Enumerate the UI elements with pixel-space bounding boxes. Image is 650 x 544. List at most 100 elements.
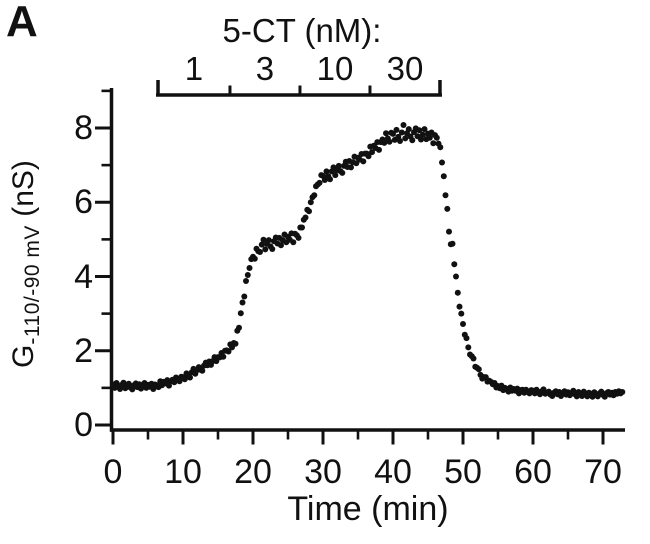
data-point	[265, 237, 272, 244]
data-point	[376, 146, 382, 153]
data-point	[237, 310, 244, 317]
x-tick-label: 0	[103, 453, 123, 491]
data-point	[393, 126, 400, 133]
data-point	[433, 134, 440, 141]
data-point	[339, 169, 346, 176]
x-tick-label: 30	[304, 453, 342, 491]
data-point	[386, 138, 393, 145]
data-point	[323, 168, 330, 175]
y-tick-label: 6	[74, 183, 93, 222]
data-point	[220, 353, 227, 360]
data-point	[262, 246, 269, 253]
y-axis-title: G-110/-90 mV (nS)	[7, 160, 44, 368]
data-point	[335, 162, 342, 169]
data-point	[416, 127, 423, 134]
data-point	[306, 208, 312, 215]
y-tick-label: 2	[74, 331, 93, 370]
dose-segment-label: 10	[316, 50, 354, 87]
x-axis-title: Time (min)	[287, 490, 449, 528]
dose-segment-label: 1	[184, 50, 204, 87]
data-point	[402, 135, 409, 142]
data-point	[299, 224, 305, 231]
data-point	[369, 149, 375, 156]
data-point	[360, 158, 367, 165]
data-point	[442, 192, 449, 199]
data-point	[460, 321, 466, 327]
data-point	[426, 134, 433, 141]
data-point	[465, 344, 472, 351]
data-point	[458, 310, 465, 317]
data-point	[475, 366, 482, 373]
data-point	[187, 374, 193, 381]
data-point	[440, 173, 447, 180]
data-point	[244, 272, 251, 278]
data-point	[243, 278, 249, 284]
data-point	[430, 140, 437, 147]
data-point	[444, 205, 451, 212]
data-point	[381, 139, 388, 146]
data-point	[290, 239, 297, 246]
data-point	[446, 228, 452, 235]
y-axis-title-symbol: G	[7, 344, 40, 368]
data-point	[383, 130, 389, 137]
data-point	[316, 179, 323, 186]
panel-label: A	[6, 0, 38, 46]
data-point	[619, 389, 626, 395]
x-tick-label: 20	[234, 453, 272, 491]
data-point	[260, 236, 267, 243]
data-point	[307, 199, 314, 206]
data-point	[257, 249, 263, 255]
data-point	[454, 289, 461, 296]
data-point	[251, 255, 258, 262]
data-point	[463, 335, 470, 342]
data-point	[302, 214, 309, 221]
y-axis-title-units: (nS)	[7, 160, 40, 217]
data-point	[365, 153, 372, 160]
data-point	[332, 172, 339, 179]
data-point	[400, 122, 407, 128]
data-point	[437, 144, 444, 151]
y-tick-label: 8	[74, 109, 93, 147]
x-tick-label: 50	[444, 453, 482, 491]
data-point	[269, 246, 276, 252]
data-point	[232, 340, 239, 347]
data-point	[390, 130, 396, 137]
data-point	[421, 126, 428, 133]
data-point	[418, 136, 424, 143]
data-point	[258, 241, 265, 248]
data-point	[241, 293, 248, 300]
dose-segment-label: 30	[386, 50, 424, 87]
x-tick-label: 40	[374, 453, 412, 491]
data-point	[236, 324, 242, 331]
data-point	[295, 234, 302, 241]
data-point	[419, 131, 426, 138]
data-point	[199, 367, 206, 374]
data-point	[176, 378, 183, 385]
x-tick-label: 70	[584, 453, 622, 491]
data-point	[470, 355, 477, 362]
data-point	[453, 273, 459, 280]
data-point	[348, 164, 354, 171]
data-point	[451, 261, 458, 268]
data-point	[225, 348, 232, 355]
data-point	[246, 265, 253, 271]
data-point	[278, 242, 284, 249]
dose-segment-label: 3	[255, 50, 275, 87]
data-point	[439, 159, 445, 166]
y-axis-title-subscript: -110/-90 mV	[21, 225, 44, 345]
data-point	[311, 192, 318, 199]
data-point	[239, 299, 246, 306]
data-point	[409, 137, 416, 144]
data-point	[327, 176, 333, 183]
data-point	[449, 240, 456, 247]
y-tick-label: 4	[74, 257, 93, 296]
data-point	[397, 138, 403, 144]
data-point	[398, 129, 405, 136]
data-point	[456, 303, 463, 310]
y-tick-label: 0	[74, 406, 93, 444]
x-tick-label: 10	[164, 453, 202, 491]
x-tick-label: 60	[514, 453, 552, 491]
data-point	[405, 126, 412, 133]
